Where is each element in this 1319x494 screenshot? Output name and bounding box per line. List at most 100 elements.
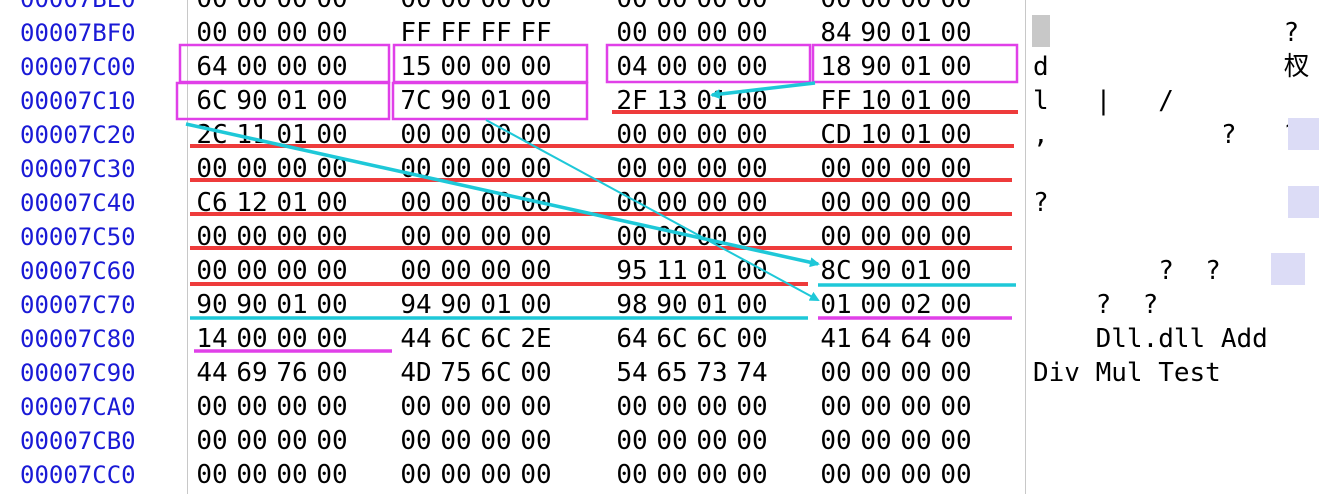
hex-byte[interactable]: 00	[232, 0, 272, 16]
hex-byte[interactable]: 00	[520, 358, 552, 388]
hex-byte[interactable]: 00	[520, 222, 552, 252]
row-ascii[interactable]: d 杈	[1033, 52, 1310, 82]
hex-byte[interactable]: 00	[696, 222, 728, 252]
hex-row[interactable]: 00007BE000000000000000000000000000000000	[0, 0, 1319, 16]
hex-byte[interactable]: 6C	[480, 324, 512, 354]
hex-byte[interactable]: 00	[696, 188, 728, 218]
hex-byte[interactable]: 11	[236, 120, 268, 150]
hex-byte[interactable]: 00	[196, 460, 228, 490]
hex-byte[interactable]: 00	[316, 426, 348, 456]
hex-byte[interactable]: 00	[316, 324, 348, 354]
hex-row[interactable]: 00007C90 44 69 76 00 4D 75 6C 00 54 65 73 74 00 00 00 00…	[0, 356, 1319, 390]
hex-byte[interactable]: 01	[900, 120, 932, 150]
hex-byte[interactable]: 00	[940, 52, 972, 82]
hex-byte[interactable]: 8C	[820, 256, 852, 286]
hex-byte[interactable]: 00	[236, 460, 268, 490]
hex-byte[interactable]: 00	[236, 324, 268, 354]
hex-byte[interactable]: 00	[236, 222, 268, 252]
hex-byte[interactable]: 00	[316, 222, 348, 252]
hex-byte[interactable]: 00	[520, 86, 552, 116]
hex-byte[interactable]: 00	[900, 154, 932, 184]
hex-byte[interactable]: 00	[316, 256, 348, 286]
hex-byte[interactable]: 00	[316, 392, 348, 422]
hex-byte[interactable]: 00	[736, 120, 768, 150]
hex-byte[interactable]: 00	[316, 18, 348, 48]
hex-byte[interactable]: 75	[440, 358, 472, 388]
hex-byte[interactable]: 00	[656, 120, 688, 150]
hex-byte[interactable]: 00	[276, 52, 308, 82]
hex-byte[interactable]: 00	[736, 426, 768, 456]
hex-byte[interactable]: 00	[520, 392, 552, 422]
hex-row[interactable]: 00007CC0 00 00 00 00 00 00 00 00 00 00 00 00 00 00 00 00	[0, 458, 1319, 492]
hex-byte[interactable]: 00	[940, 188, 972, 218]
hex-byte[interactable]: 00	[820, 222, 852, 252]
hex-row[interactable]: 00007CB0 00 00 00 00 00 00 00 00 00 00 00 00 00 00 00 00	[0, 424, 1319, 458]
hex-byte[interactable]: 00	[316, 460, 348, 490]
hex-byte[interactable]: 01	[900, 256, 932, 286]
hex-byte[interactable]: 00	[236, 18, 268, 48]
hex-byte[interactable]: 6C	[656, 324, 688, 354]
hex-byte[interactable]: 00	[736, 392, 768, 422]
hex-byte[interactable]: 00	[820, 460, 852, 490]
hex-byte[interactable]: 00	[616, 120, 648, 150]
hex-byte[interactable]: 10	[860, 86, 892, 116]
hex-byte[interactable]: 90	[860, 18, 892, 48]
row-ascii[interactable]: , ? ?	[1033, 120, 1300, 150]
hex-byte[interactable]: 00	[480, 426, 512, 456]
hex-byte[interactable]: 4D	[400, 358, 432, 388]
hex-byte[interactable]: 00	[896, 0, 936, 16]
hex-byte[interactable]: 00	[736, 460, 768, 490]
hex-byte[interactable]: 00	[820, 154, 852, 184]
row-ascii[interactable]: Div Mul Test	[1033, 358, 1221, 388]
hex-byte[interactable]: 2C	[196, 120, 228, 150]
hex-byte[interactable]: 00	[316, 154, 348, 184]
hex-byte[interactable]: 90	[860, 52, 892, 82]
hex-byte[interactable]: 00	[316, 188, 348, 218]
hex-byte[interactable]: 44	[196, 358, 228, 388]
hex-byte[interactable]: 00	[236, 426, 268, 456]
hex-row[interactable]: 00007BF0 00 00 00 00 FF FF FF FF 00 00 00 00 84 90 01 00…	[0, 16, 1319, 50]
hex-byte[interactable]: 00	[520, 188, 552, 218]
hex-byte[interactable]: 01	[480, 290, 512, 320]
hex-byte[interactable]: 00	[400, 188, 432, 218]
hex-byte[interactable]: 90	[656, 290, 688, 320]
hex-byte[interactable]: 00	[276, 426, 308, 456]
hex-byte[interactable]: 01	[276, 120, 308, 150]
hex-byte[interactable]: 00	[440, 426, 472, 456]
hex-byte[interactable]: 00	[196, 18, 228, 48]
hex-byte[interactable]: 14	[196, 324, 228, 354]
hex-byte[interactable]: 00	[520, 256, 552, 286]
hex-byte[interactable]: 00	[656, 222, 688, 252]
hex-byte[interactable]: 00	[736, 324, 768, 354]
hex-byte[interactable]: 00	[656, 154, 688, 184]
hex-byte[interactable]: 00	[940, 154, 972, 184]
hex-byte[interactable]: 6C	[480, 358, 512, 388]
hex-byte[interactable]: 10	[860, 120, 892, 150]
hex-byte[interactable]: 00	[276, 460, 308, 490]
hex-byte[interactable]: 6C	[696, 324, 728, 354]
hex-byte[interactable]: 90	[236, 290, 268, 320]
hex-byte[interactable]: 00	[520, 154, 552, 184]
hex-row[interactable]: 00007CA0 00 00 00 00 00 00 00 00 00 00 00 00 00 00 00 00	[0, 390, 1319, 424]
hex-byte[interactable]: 00	[316, 358, 348, 388]
hex-byte[interactable]: 00	[396, 0, 436, 16]
hex-byte[interactable]: 00	[616, 392, 648, 422]
hex-byte[interactable]: 41	[820, 324, 852, 354]
hex-byte[interactable]: 00	[900, 426, 932, 456]
hex-byte[interactable]: 01	[276, 290, 308, 320]
hex-byte[interactable]: 64	[616, 324, 648, 354]
hex-byte[interactable]: 00	[440, 222, 472, 252]
hex-byte[interactable]: 13	[656, 86, 688, 116]
hex-byte[interactable]: 90	[196, 290, 228, 320]
hex-byte[interactable]: 00	[440, 154, 472, 184]
hex-byte[interactable]: 18	[820, 52, 852, 82]
hex-byte[interactable]: 00	[736, 222, 768, 252]
hex-byte[interactable]: 00	[696, 426, 728, 456]
row-ascii[interactable]: Dll.dll Add	[1033, 324, 1268, 354]
hex-byte[interactable]: 00	[316, 120, 348, 150]
hex-byte[interactable]: 00	[860, 154, 892, 184]
hex-byte[interactable]: 00	[476, 0, 516, 16]
hex-byte[interactable]: 00	[940, 358, 972, 388]
hex-byte[interactable]: 00	[936, 0, 976, 16]
